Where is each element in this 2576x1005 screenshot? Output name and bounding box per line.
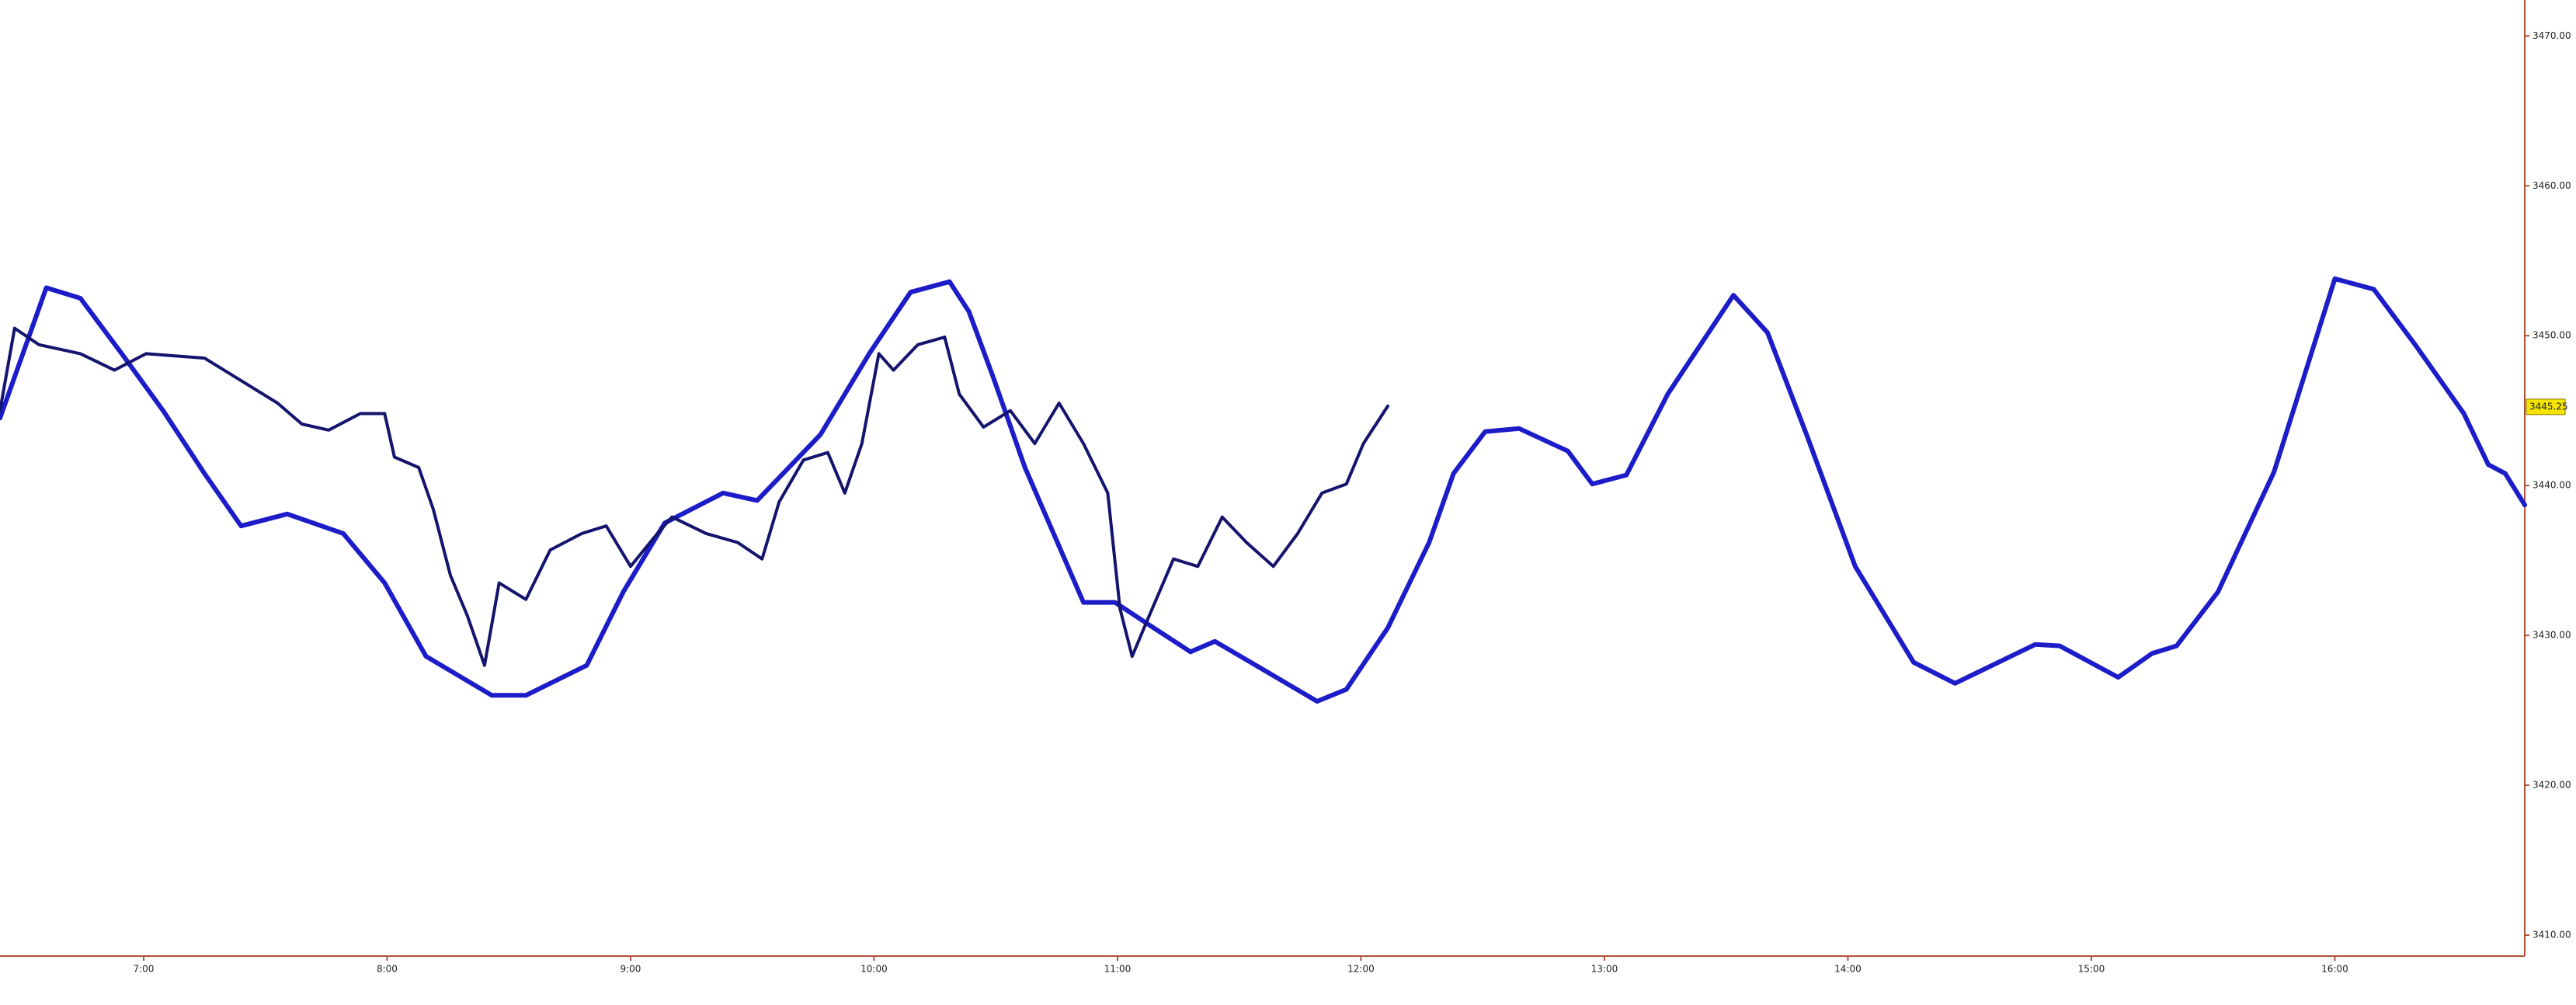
x-tick-label: 8:00 (377, 964, 398, 975)
series-line (0, 326, 1389, 667)
y-tick-label: 3410.00 (2533, 929, 2571, 940)
x-tick-label: 12:00 (1347, 964, 1375, 975)
x-tick-label: 10:00 (860, 964, 888, 975)
x-tick-label: 16:00 (2321, 964, 2348, 975)
x-tick-label: 7:00 (133, 964, 154, 975)
y-tick-label: 3450.00 (2533, 330, 2571, 341)
y-tick-label: 3460.00 (2533, 180, 2571, 191)
y-tick-label: 3430.00 (2533, 630, 2571, 641)
y-tick-label: 3420.00 (2533, 780, 2571, 791)
last-price-box (2526, 398, 2566, 416)
x-tick-label: 11:00 (1104, 964, 1132, 975)
x-tick-label: 15:00 (2078, 964, 2105, 975)
x-tick-label: 14:00 (1834, 964, 1862, 975)
y-tick-label: 3440.00 (2533, 480, 2571, 491)
series-line (0, 276, 2527, 704)
x-tick-label: 9:00 (620, 964, 641, 975)
y-tick-label: 3470.00 (2533, 30, 2571, 41)
x-tick-label: 13:00 (1591, 964, 1618, 975)
last-price-label: 3445.25 (2529, 401, 2568, 412)
